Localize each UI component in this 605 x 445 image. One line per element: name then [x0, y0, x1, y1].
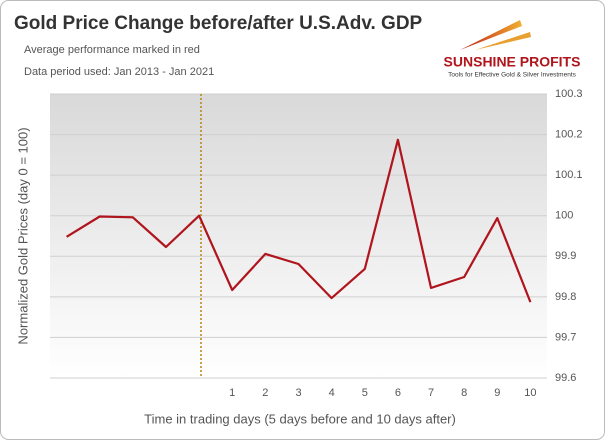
logo-mark [475, 32, 531, 50]
y-tick-label: 100.3 [555, 88, 583, 100]
y-tick-label: 99.7 [555, 331, 576, 343]
logo-tagline: Tools for Effective Gold & Silver Invest… [448, 72, 577, 79]
x-tick-label: 9 [494, 387, 500, 399]
chart-title: Gold Price Change before/after U.S.Adv. … [14, 13, 423, 34]
grid [50, 93, 547, 379]
y-tick-label: 99.9 [555, 250, 576, 262]
y-tick-label: 99.8 [555, 291, 576, 303]
data-line [66, 138, 532, 303]
x-tick-label: 4 [329, 387, 335, 399]
logo-name: SUNSHINE PROFITS [444, 54, 581, 70]
x-tick-label: 7 [428, 387, 434, 399]
y-axis-label: Normalized Gold Prices (day 0 = 100) [15, 127, 30, 344]
y-tick-label: 100.1 [555, 169, 583, 181]
x-axis-label: Time in trading days (5 days before and … [144, 411, 456, 426]
plot-area [50, 94, 547, 378]
x-tick-label: 2 [262, 387, 268, 399]
subtitle: Average performance marked in red [24, 44, 200, 56]
x-tick-label: 5 [362, 387, 368, 399]
logo: SUNSHINE PROFITS Tools for Effective Gol… [444, 20, 581, 79]
note: Data period used: Jan 2013 - Jan 2021 [24, 66, 214, 78]
x-tick-label: 1 [229, 387, 235, 399]
y-tick-label: 100 [555, 210, 573, 222]
x-tick-label: 6 [395, 387, 401, 399]
y-tick-label: 100.2 [555, 128, 583, 140]
x-tick-label: 10 [524, 387, 536, 399]
marks [66, 138, 532, 303]
x-tick-label: 3 [295, 387, 301, 399]
logo-mark [460, 20, 522, 50]
x-tick-label: 8 [461, 387, 467, 399]
y-tick-label: 99.6 [555, 372, 576, 384]
